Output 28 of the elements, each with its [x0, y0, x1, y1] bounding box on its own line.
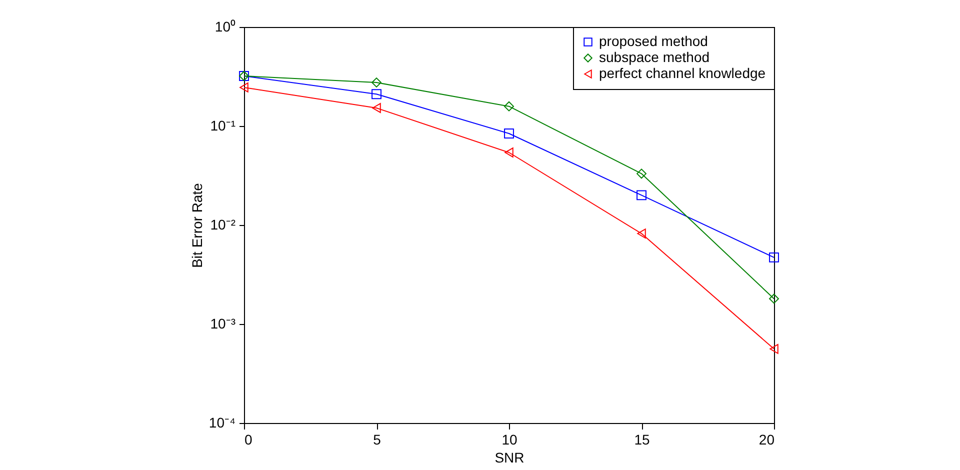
- x-tick-label: 15: [634, 432, 650, 448]
- x-tick-label: 20: [758, 432, 775, 448]
- y-axis-title: Bit Error Rate: [188, 182, 205, 268]
- point: [637, 228, 646, 239]
- x-tick-label: 10: [502, 432, 518, 448]
- y-tick-label: 10⁻³: [210, 316, 236, 332]
- x-axis-title: SNR: [494, 450, 524, 466]
- point: [504, 148, 514, 158]
- y-tick-label: 10⁻¹: [210, 118, 236, 134]
- legend-label: subspace method: [599, 49, 710, 65]
- point: [770, 344, 778, 354]
- point: [240, 82, 248, 92]
- point: [372, 103, 381, 113]
- legend-label: proposed method: [599, 33, 708, 49]
- point: [504, 128, 514, 138]
- point: [769, 252, 779, 262]
- y-tick-label: 10⁰: [214, 18, 236, 34]
- point: [769, 294, 779, 304]
- point: [372, 89, 382, 100]
- legend-label: perfect channel knowledge: [599, 65, 766, 81]
- point: [636, 168, 646, 179]
- point: [636, 190, 646, 200]
- point: [372, 78, 382, 88]
- x-tick-label: 5: [373, 432, 382, 448]
- y-tick-label: 10⁻²: [210, 216, 236, 232]
- y-tick-label: 10⁻⁴: [208, 414, 236, 430]
- point: [504, 101, 514, 112]
- x-tick-label: 0: [244, 432, 252, 448]
